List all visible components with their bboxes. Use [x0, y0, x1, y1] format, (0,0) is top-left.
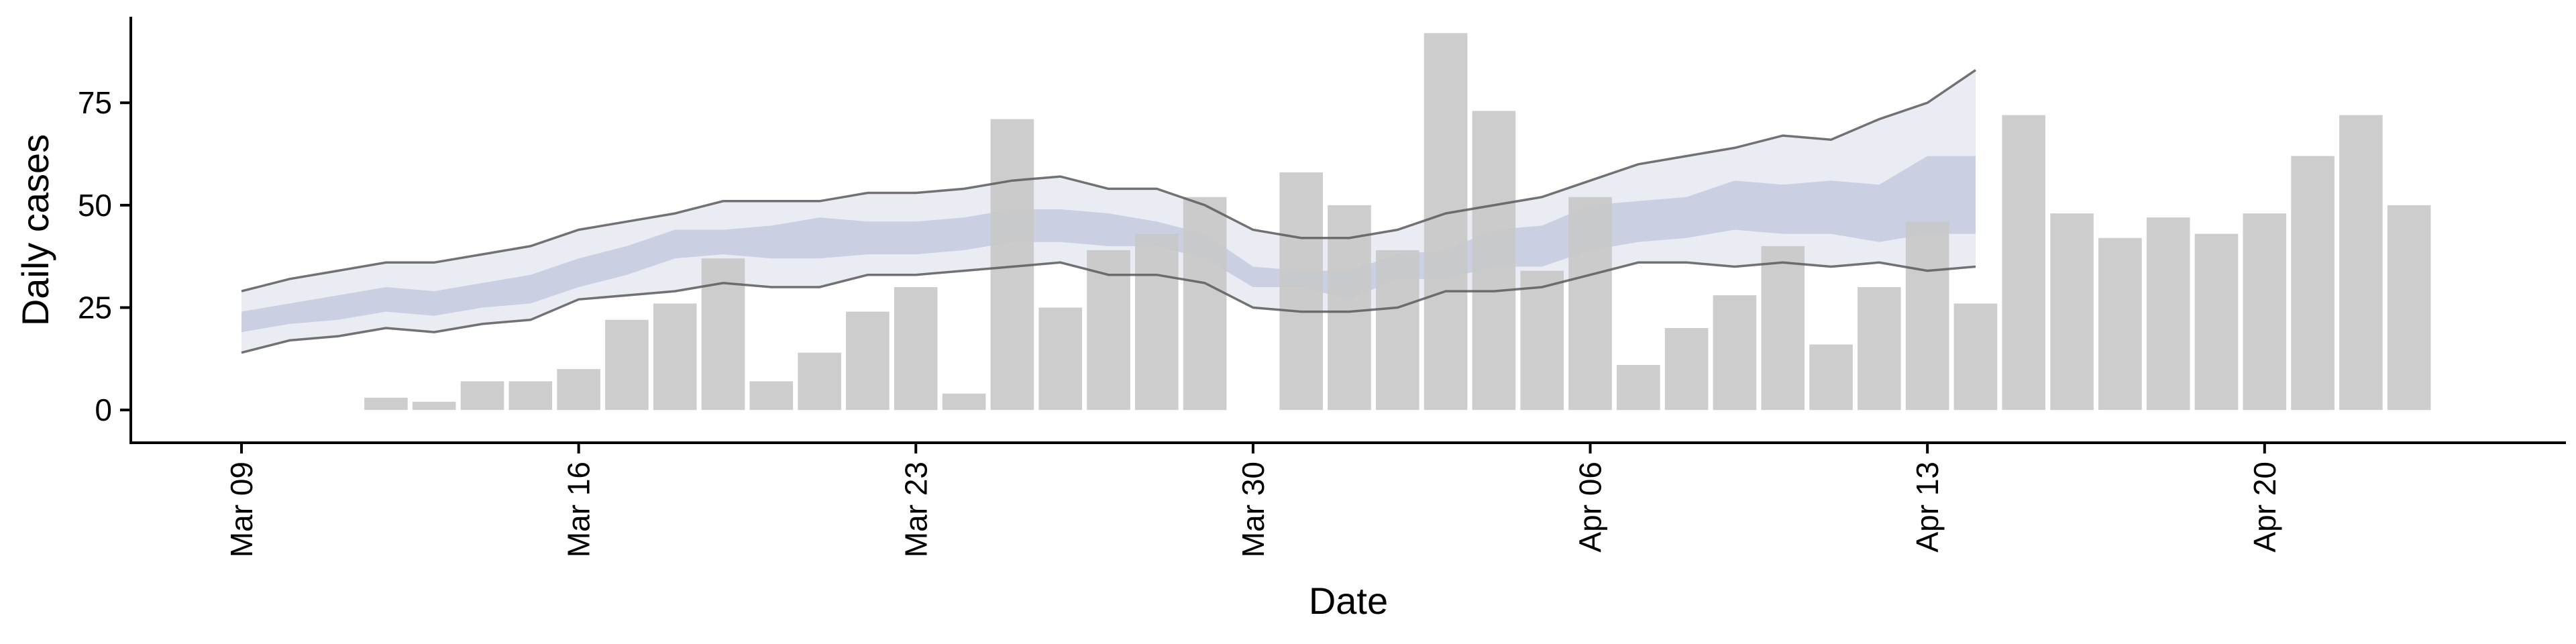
bar	[1038, 307, 1082, 411]
bar	[1617, 365, 1660, 411]
bar	[1520, 270, 1564, 411]
ci-lines	[241, 68, 1976, 354]
bar	[894, 287, 938, 411]
bar	[1664, 328, 1709, 411]
x-tick-label: Apr 20	[2247, 462, 2282, 553]
x-tick-label: Mar 16	[561, 462, 596, 557]
y-axis-title: Daily cases	[14, 134, 56, 326]
bar	[846, 311, 890, 411]
bar	[2050, 213, 2094, 411]
bar	[1135, 233, 1179, 411]
x-tick-label: Mar 30	[1236, 462, 1271, 557]
bar	[412, 401, 456, 411]
bar	[1376, 250, 1419, 411]
y-ticks: 0 25 50 75	[78, 85, 131, 427]
x-tick-label: Mar 23	[898, 462, 933, 557]
bar	[2098, 237, 2142, 411]
y-tick-label: 75	[78, 85, 112, 120]
bar	[1279, 172, 1323, 411]
bar	[701, 258, 745, 411]
bar	[1087, 250, 1130, 411]
bar	[1183, 197, 1227, 411]
bar	[1761, 246, 1805, 411]
bar	[2291, 156, 2334, 411]
bar	[557, 369, 600, 411]
bar	[2387, 205, 2431, 411]
axes	[129, 17, 2566, 444]
bar	[1858, 287, 1901, 411]
bar	[364, 397, 408, 411]
bar	[2339, 115, 2383, 411]
bar	[508, 381, 553, 411]
bar	[798, 352, 841, 411]
x-axis-title: Date	[1309, 580, 1388, 622]
upper-interval-line	[241, 68, 1976, 292]
lower-interval-line	[241, 261, 1976, 354]
y-tick-label: 50	[78, 188, 112, 223]
x-tick-label: Apr 13	[1910, 462, 1945, 553]
bar	[653, 303, 697, 411]
bar	[1713, 295, 1757, 411]
bar	[1568, 197, 1612, 411]
bar	[2146, 217, 2190, 411]
inner-interval-band	[241, 156, 1976, 333]
bar	[605, 319, 649, 411]
bars-group	[364, 33, 2431, 411]
bar	[2002, 115, 2045, 411]
bar	[2194, 233, 2239, 411]
x-ticks: Mar 09 Mar 16 Mar 23 Mar 30 Apr 06 Apr 13 Apr …	[224, 443, 2282, 557]
bar	[460, 381, 504, 411]
bar	[1424, 33, 1468, 411]
bar	[749, 381, 794, 411]
bar	[942, 393, 986, 411]
bar	[2243, 213, 2287, 411]
y-tick-label: 25	[78, 290, 112, 325]
bar	[1328, 205, 1371, 411]
x-tick-label: Mar 09	[224, 462, 259, 557]
y-tick-label: 0	[95, 392, 112, 427]
bar	[1472, 111, 1516, 411]
bar	[1953, 303, 1998, 411]
x-tick-label: Apr 06	[1573, 462, 1608, 553]
bar	[1905, 221, 1949, 411]
bar	[1809, 344, 1853, 411]
